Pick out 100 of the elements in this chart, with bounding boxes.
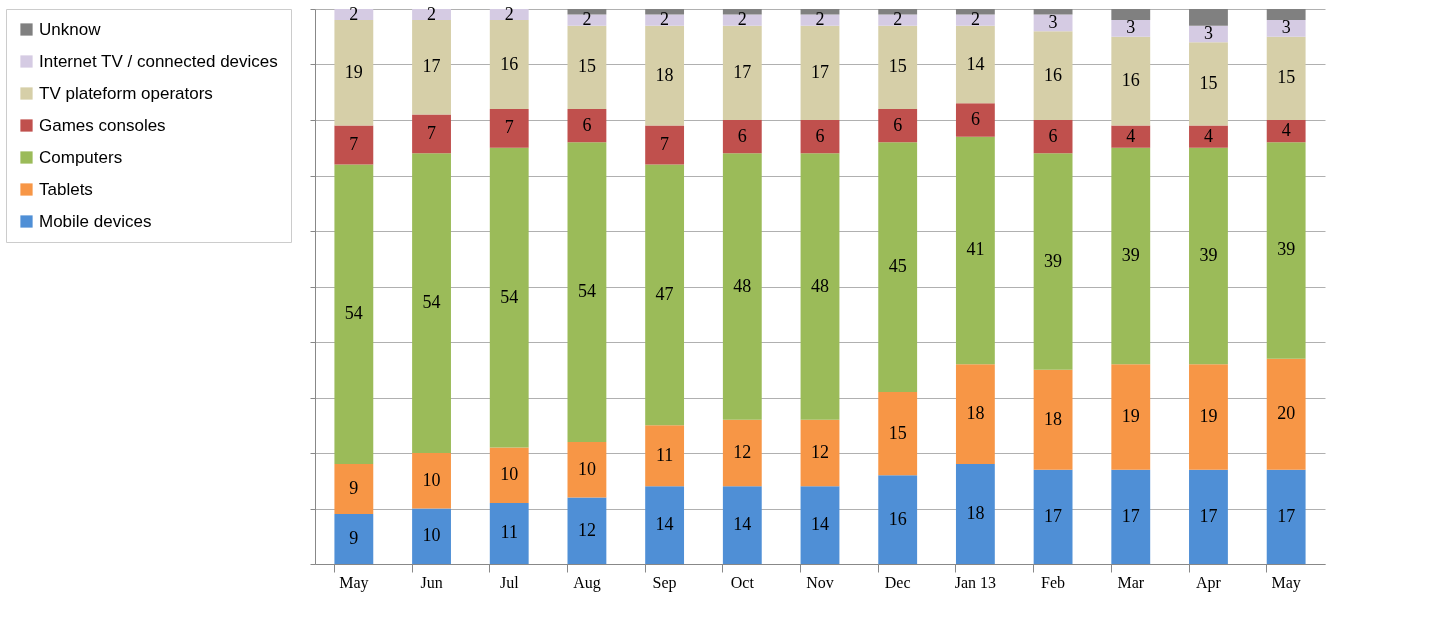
bar [800, 419, 840, 487]
bar [1189, 125, 1228, 148]
legend-label: TV plateform operators [39, 83, 213, 103]
data-label: 47 [655, 283, 674, 304]
data-label: 12 [811, 442, 829, 462]
data-label: 14 [811, 514, 829, 535]
bar [334, 514, 374, 564]
bar [1111, 364, 1151, 470]
bar [800, 153, 840, 420]
data-label: 4 [1203, 125, 1213, 146]
bar [412, 9, 451, 21]
bar [955, 464, 995, 564]
data-label: 7 [349, 133, 359, 154]
bar [334, 20, 374, 126]
bar [722, 486, 762, 564]
bar [334, 164, 374, 465]
bar [1189, 42, 1228, 126]
bar [1189, 364, 1228, 470]
data-label: 14 [733, 514, 752, 535]
bar [800, 25, 840, 120]
bar [800, 120, 840, 154]
data-label: 10 [577, 458, 596, 479]
bar [645, 486, 685, 564]
bar [412, 114, 451, 154]
data-label: 54 [344, 303, 363, 324]
legend-label: Mobile devices [39, 211, 152, 231]
data-label: 17 [422, 56, 441, 77]
data-label: 45 [888, 256, 907, 277]
data-label: 2 [582, 9, 592, 30]
data-label: 16 [1121, 70, 1140, 91]
bar [567, 108, 607, 143]
bar [1033, 9, 1073, 15]
data-label: 2 [815, 9, 825, 30]
x-tick-label: May [339, 573, 369, 592]
data-label: 39 [1121, 244, 1140, 265]
bar [1033, 153, 1073, 370]
data-label: 6 [1048, 125, 1058, 146]
data-label: 10 [500, 464, 519, 485]
data-label: 6 [970, 109, 980, 129]
data-label: 7 [504, 117, 514, 138]
bar [722, 25, 762, 120]
x-tick-label: Jan 13 [954, 573, 997, 591]
data-label: 12 [733, 442, 752, 462]
bar [412, 20, 451, 115]
data-label: 39 [1044, 250, 1063, 271]
bar [878, 475, 918, 564]
bar [1033, 120, 1073, 154]
data-label: 48 [811, 275, 829, 296]
data-label: 15 [1277, 67, 1296, 88]
bar [567, 142, 607, 442]
data-label: 39 [1277, 239, 1296, 260]
bar [1266, 9, 1306, 21]
x-tick-label: Aug [573, 573, 601, 592]
bar [567, 441, 607, 498]
data-label: 7 [427, 122, 437, 143]
data-label: 11 [500, 522, 518, 543]
x-tick-label: Oct [730, 573, 755, 591]
legend-label: Computers [39, 147, 123, 167]
bar [567, 25, 607, 109]
data-label: 18 [966, 403, 985, 424]
data-label: 16 [1044, 64, 1063, 85]
legend-label: Tablets [39, 179, 93, 199]
bar [722, 419, 762, 487]
bar [1266, 142, 1306, 359]
legend-label: Internet TV / connected devices [39, 51, 278, 71]
data-label: 2 [427, 3, 437, 24]
bar [334, 125, 374, 165]
data-label: 19 [344, 61, 363, 82]
bar [645, 14, 685, 26]
data-label: 6 [815, 125, 825, 146]
x-tick-label: Jun [420, 573, 443, 591]
bar [489, 502, 529, 564]
data-label: 4 [1281, 120, 1291, 141]
bar [878, 25, 918, 109]
data-label: 17 [1044, 505, 1063, 526]
bar [489, 147, 529, 448]
bar [955, 103, 995, 137]
bar [412, 453, 451, 509]
bar [489, 108, 529, 148]
data-label: 14 [655, 514, 674, 535]
bar [878, 14, 918, 26]
bar [955, 136, 995, 365]
data-label: 54 [500, 286, 519, 307]
data-label: 9 [349, 478, 359, 499]
data-label: 2 [737, 9, 747, 30]
data-label: 2 [660, 9, 670, 30]
bar [1189, 147, 1228, 365]
data-label: 54 [422, 292, 441, 313]
x-tick-label: Jul [499, 573, 520, 591]
bar [1033, 369, 1073, 470]
bar [1189, 9, 1228, 26]
x-tick-label: Apr [1196, 573, 1222, 592]
data-label: 15 [1199, 72, 1218, 93]
data-label: 3 [1126, 17, 1136, 38]
data-label: 12 [577, 519, 596, 540]
bar [1033, 469, 1073, 564]
bar [955, 25, 995, 104]
data-label: 9 [349, 528, 359, 549]
bar [1033, 31, 1073, 120]
data-label: 16 [500, 53, 519, 74]
